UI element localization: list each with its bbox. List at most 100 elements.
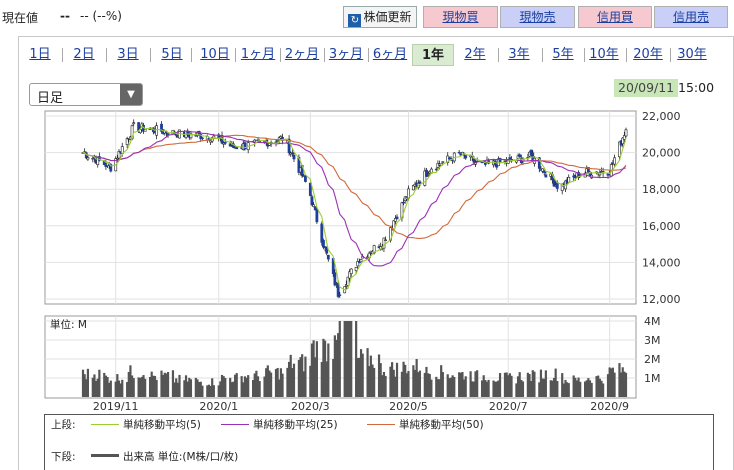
period-select[interactable]: 日足 ▼: [29, 83, 143, 106]
volume-bar: [521, 381, 525, 397]
volume-bar: [335, 339, 338, 397]
tab-3d[interactable]: 3日: [117, 47, 139, 62]
volume-bar: [269, 372, 273, 397]
candle-body: [97, 156, 101, 161]
tab-10d[interactable]: 10日: [200, 47, 230, 62]
volume-bar: [178, 374, 181, 397]
tab-6m[interactable]: 6ヶ月: [372, 47, 408, 62]
volume-bar: [132, 378, 135, 397]
tab-5d[interactable]: 5日: [161, 47, 183, 62]
volume-bar: [126, 382, 129, 397]
candle-body: [622, 135, 626, 140]
chart-legend: 上段: 単純移動平均(5) 単純移動平均(25) 単純移動平均(50) 下段: …: [44, 414, 714, 470]
refresh-price-button[interactable]: ↻ 株価更新: [343, 6, 417, 28]
volume-bar: [520, 379, 523, 397]
volume-tick-label: 1M: [644, 372, 661, 385]
volume-bar: [163, 372, 166, 397]
price-tick-label: 12,000: [642, 293, 681, 306]
volume-bar: [588, 380, 592, 397]
spot-buy-button[interactable]: 現物買: [423, 6, 498, 28]
volume-bar: [247, 375, 250, 397]
candle-body: [308, 182, 312, 196]
volume-bar: [188, 377, 191, 397]
candle-body: [555, 182, 559, 189]
tab-divider: [62, 48, 63, 62]
volume-bar: [518, 372, 521, 397]
tab-3m[interactable]: 3ヶ月: [328, 47, 364, 62]
volume-bar: [469, 371, 472, 397]
tab-divider: [191, 48, 192, 62]
volume-bar: [304, 356, 307, 397]
tab-2y[interactable]: 2年: [464, 47, 486, 62]
volume-bar: [232, 381, 235, 397]
candle-body: [312, 204, 316, 207]
volume-bar: [245, 377, 248, 397]
candle-body: [115, 157, 119, 160]
candle-body: [222, 142, 226, 145]
candle-body: [160, 123, 163, 132]
candle-body: [457, 151, 461, 154]
volume-bar: [610, 368, 613, 397]
volume-bar: [312, 340, 315, 397]
volume-bar: [310, 343, 314, 397]
volume-bar: [199, 381, 202, 397]
tab-20y[interactable]: 20年: [633, 47, 663, 62]
volume-bar: [510, 375, 513, 397]
volume-bar: [516, 376, 520, 397]
volume-bar: [458, 372, 461, 397]
tab-1m[interactable]: 1ヶ月: [240, 47, 276, 62]
volume-tick-label: 2M: [644, 353, 661, 366]
legend-ma50-label: 単純移動平均(50): [399, 419, 484, 431]
volume-bar: [301, 354, 304, 397]
candle-body: [325, 247, 329, 254]
legend-ma25-label: 単純移動平均(25): [253, 419, 338, 431]
volume-bar: [279, 368, 283, 397]
candle-body: [320, 223, 324, 243]
volume-bar: [346, 321, 350, 397]
candle-body: [349, 268, 353, 274]
volume-bar: [173, 382, 176, 397]
tab-2d[interactable]: 2日: [73, 47, 95, 62]
volume-bar: [551, 380, 554, 397]
candle-body: [544, 174, 548, 178]
volume-bar: [528, 374, 531, 397]
volume-bar: [554, 368, 557, 397]
tab-3y[interactable]: 3年: [508, 47, 530, 62]
volume-bar: [366, 348, 369, 397]
tab-5y[interactable]: 5年: [552, 47, 574, 62]
volume-bar: [394, 376, 397, 397]
date-tick-label: 2020/5: [389, 400, 428, 413]
volume-bar: [587, 378, 590, 397]
price-tick-label: 14,000: [642, 256, 681, 269]
ma25-line: [82, 130, 627, 267]
volume-bar: [552, 377, 556, 397]
candle-body: [292, 154, 296, 160]
tab-2m[interactable]: 2ヶ月: [284, 47, 320, 62]
margin-sell-button[interactable]: 信用売: [654, 6, 728, 28]
tab-1d[interactable]: 1日: [29, 47, 51, 62]
spot-sell-button[interactable]: 現物売: [500, 6, 575, 28]
volume-bar: [343, 321, 346, 397]
date-tick-label: 2020/7: [489, 400, 528, 413]
volume-bar: [549, 380, 552, 397]
candle-body: [315, 209, 319, 223]
volume-bar: [494, 381, 497, 397]
volume-bar: [160, 370, 163, 397]
volume-bar: [217, 385, 220, 397]
candle-body: [200, 137, 204, 140]
tab-30y[interactable]: 30年: [677, 47, 707, 62]
volume-bar: [224, 378, 227, 397]
volume-bar: [152, 375, 155, 397]
tab-1y[interactable]: 1年: [412, 44, 454, 66]
volume-bar: [492, 380, 495, 397]
tab-10y[interactable]: 10年: [589, 47, 619, 62]
volume-bar: [566, 382, 569, 397]
volume-bar: [418, 370, 422, 397]
volume-bar: [121, 379, 124, 397]
candle-body: [425, 169, 428, 177]
candle-body: [508, 157, 512, 160]
volume-bar: [251, 379, 255, 397]
candle-body: [287, 138, 291, 154]
volume-bar: [278, 379, 281, 397]
margin-buy-button[interactable]: 信用買: [578, 6, 652, 28]
